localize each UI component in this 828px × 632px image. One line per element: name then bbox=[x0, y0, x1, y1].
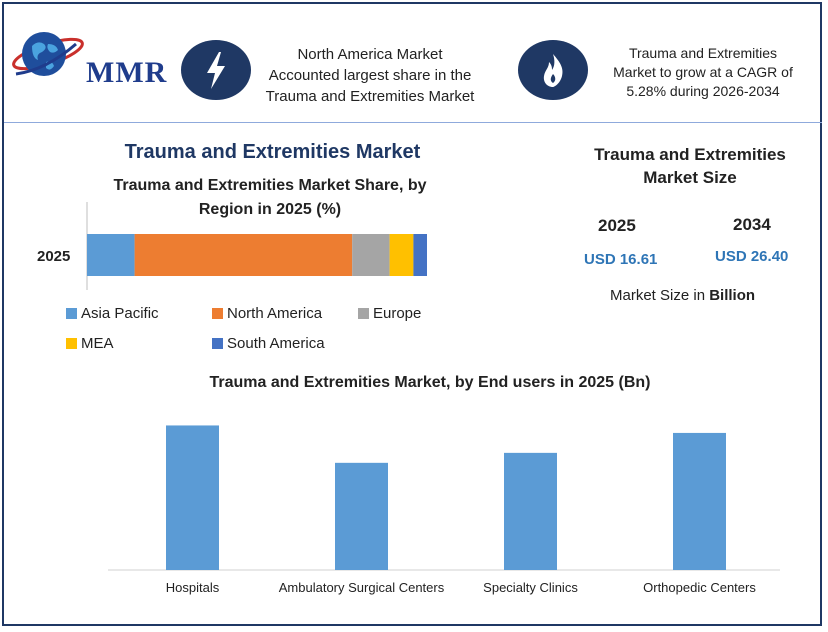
legend-item-mea: MEA bbox=[66, 335, 114, 352]
legend-item-south-america: South America bbox=[212, 335, 325, 352]
x-tick-label: Specialty Clinics bbox=[483, 580, 578, 595]
lightning-icon bbox=[181, 40, 251, 100]
highlight-north-america: North America Market Accounted largest s… bbox=[250, 44, 490, 107]
bar-segment-asia-pacific bbox=[87, 234, 135, 276]
market-size-unit-note: Market Size in Billion bbox=[610, 287, 755, 304]
legend-label: Asia Pacific bbox=[81, 305, 159, 322]
market-size-title-line: Trauma and Extremities bbox=[594, 145, 786, 164]
legend-item-asia-pacific: Asia Pacific bbox=[66, 305, 159, 322]
bar-orthopedic-centers bbox=[673, 432, 726, 570]
end-users-chart: Hospitals Ambulatory Surgical Centers Spec… bbox=[108, 425, 780, 595]
legend-label: North America bbox=[227, 305, 323, 322]
bar-segment-europe bbox=[352, 234, 390, 276]
legend-item-europe: Europe bbox=[358, 305, 421, 322]
header-divider bbox=[4, 122, 822, 123]
bar-specialty-clinics bbox=[504, 452, 557, 570]
bar-segment-mea bbox=[389, 234, 414, 276]
globe-icon bbox=[12, 32, 84, 76]
unit-note-prefix: Market Size in bbox=[610, 287, 710, 304]
end-users-chart-title: Trauma and Extremities Market, by End us… bbox=[209, 374, 651, 391]
flame-icon bbox=[518, 40, 588, 100]
market-size-value-2025: USD 16.61 bbox=[584, 251, 658, 268]
bar-segment-north-america bbox=[134, 234, 353, 276]
market-size-title: Trauma and Extremities Market Size bbox=[570, 143, 810, 189]
highlight-line: Trauma and Extremities Market bbox=[265, 88, 475, 105]
bar-segment-south-america bbox=[413, 234, 427, 276]
legend-swatch bbox=[212, 308, 223, 319]
highlight-line: Trauma and Extremities bbox=[628, 45, 778, 61]
highlight-cagr: Trauma and Extremities Market to grow at… bbox=[598, 44, 808, 101]
market-size-value-2034: USD 26.40 bbox=[715, 248, 789, 265]
x-tick-label: Hospitals bbox=[166, 580, 220, 595]
x-tick-label: Ambulatory Surgical Centers bbox=[279, 580, 445, 595]
market-size-year-2034: 2034 bbox=[733, 215, 771, 234]
main-title: Trauma and Extremities Market bbox=[124, 141, 421, 163]
x-tick-label: Orthopedic Centers bbox=[643, 580, 756, 595]
bar-hospitals bbox=[166, 425, 219, 570]
highlight-line: 5.28% during 2026-2034 bbox=[626, 83, 780, 99]
unit-note-bold: Billion bbox=[709, 287, 756, 304]
legend-swatch bbox=[66, 338, 77, 349]
region-chart-title: Trauma and Extremities Market Share, by … bbox=[90, 174, 450, 222]
legend-label: MEA bbox=[81, 335, 114, 352]
highlight-line: Market to grow at a CAGR of bbox=[613, 64, 793, 80]
highlight-line: North America Market bbox=[297, 46, 443, 63]
legend-label: Europe bbox=[373, 305, 422, 322]
region-share-chart: 2025 bbox=[37, 202, 427, 290]
mmr-logo: MMR bbox=[10, 24, 168, 89]
legend-swatch bbox=[66, 308, 77, 319]
brand-name: MMR bbox=[86, 56, 168, 89]
category-label: 2025 bbox=[37, 248, 70, 265]
highlight-line: Accounted largest share in the bbox=[268, 67, 472, 84]
bar-ambulatory-surgical-centers bbox=[335, 462, 388, 570]
chart-title-line: Region in 2025 (%) bbox=[198, 201, 342, 218]
chart-title-line: Trauma and Extremities Market Share, by bbox=[113, 177, 427, 194]
legend-item-north-america: North America bbox=[212, 305, 322, 322]
market-size-title-line: Market Size bbox=[643, 168, 737, 187]
legend-swatch bbox=[212, 338, 223, 349]
market-size-year-2025: 2025 bbox=[598, 216, 636, 235]
legend-label: South America bbox=[227, 335, 325, 352]
legend-swatch bbox=[358, 308, 369, 319]
